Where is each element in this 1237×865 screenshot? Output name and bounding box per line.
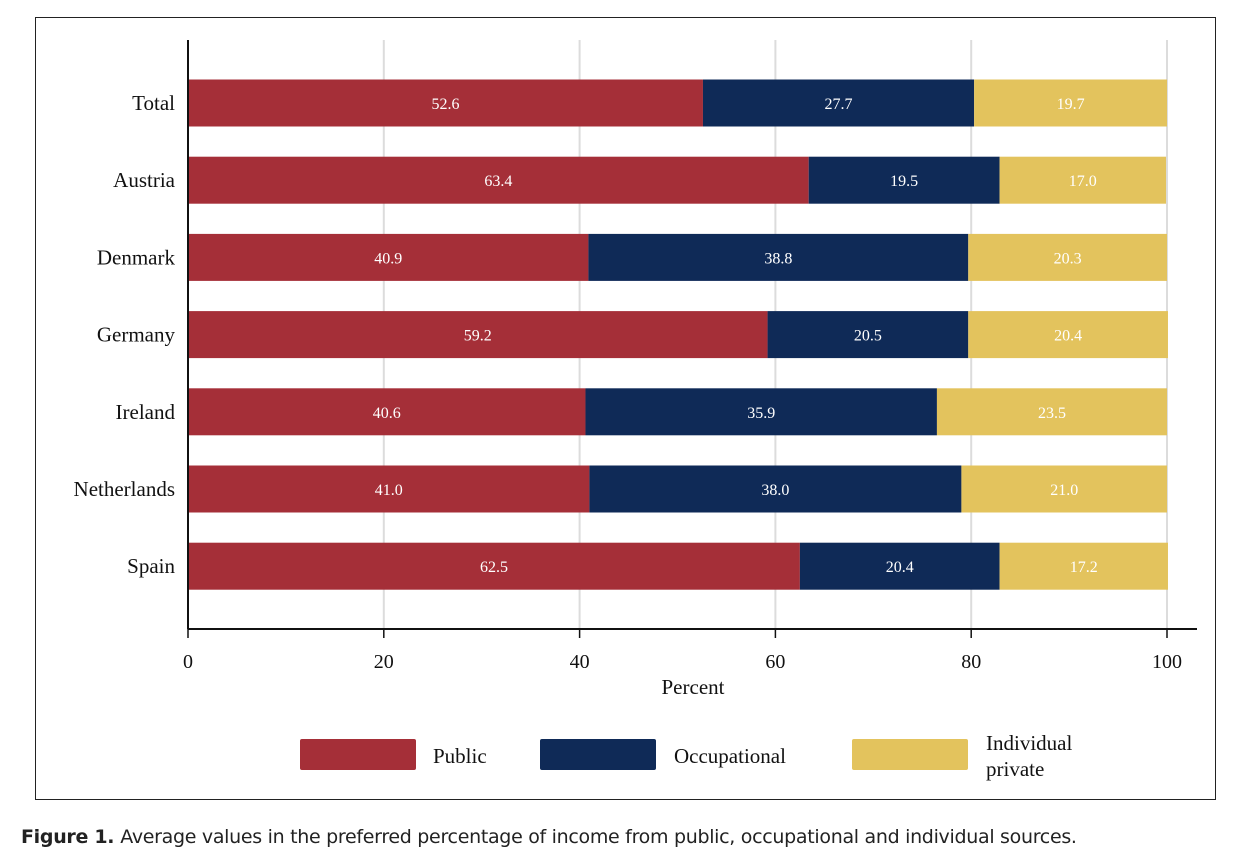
bar-segment-public: [188, 388, 586, 436]
legend-swatch-occupational: [540, 739, 656, 770]
bar-segment-public: [188, 465, 590, 513]
x-tick-label: 100: [1152, 651, 1182, 673]
bar-value-label: 41.0: [375, 482, 403, 499]
x-axis-label: Percent: [662, 675, 725, 699]
y-tick-labels: Total Austria Denmark Germany Ireland Netherl…: [74, 91, 176, 578]
y-tick-label: Netherlands: [74, 477, 175, 501]
y-tick-label: Austria: [113, 168, 176, 192]
bar-value-label: 59.2: [464, 328, 492, 345]
y-tick-label: Total: [132, 91, 175, 115]
bar-segment-occupational: [585, 388, 937, 436]
bar-value-label: 38.0: [761, 482, 789, 499]
legend-label: Individual: [986, 731, 1072, 755]
x-ticks: 0 20 40 60 80 100: [183, 629, 1182, 673]
bar-value-label: 20.4: [886, 559, 914, 576]
legend-label: Occupational: [674, 744, 786, 768]
bar-segment-occupational: [808, 156, 1000, 204]
legend-label: Public: [433, 744, 487, 768]
caption-label: Figure 1.: [21, 826, 115, 848]
legend-swatch-public: [300, 739, 416, 770]
bar-segment-public: [188, 233, 589, 281]
figure-caption: Figure 1. Average values in the preferred…: [21, 826, 1077, 848]
bar-value-label: 52.6: [431, 96, 459, 113]
y-tick-label: Denmark: [97, 245, 176, 269]
y-tick-label: Ireland: [116, 400, 176, 424]
x-tick-label: 20: [374, 651, 394, 673]
bar-value-label: 62.5: [480, 559, 508, 576]
bar-value-label: 20.3: [1054, 250, 1082, 267]
bar-segment-individual-private: [968, 311, 1168, 359]
bar-segment-occupational: [767, 311, 969, 359]
bar-value-label: 17.2: [1070, 559, 1098, 576]
bar-value-label: 20.5: [854, 328, 882, 345]
bar-value-label: 40.9: [374, 250, 402, 267]
bar-segment-public: [188, 156, 809, 204]
x-tick-label: 80: [961, 651, 981, 673]
caption-text: Average values in the preferred percenta…: [120, 826, 1077, 848]
bar-value-label: 40.6: [373, 405, 401, 422]
bar-segment-public: [188, 311, 768, 359]
bar-segment-occupational: [588, 233, 969, 281]
bar-value-label: 23.5: [1038, 405, 1066, 422]
legend-label: private: [986, 757, 1044, 781]
bar-segment-public: [188, 79, 703, 127]
bar-value-label: 21.0: [1050, 482, 1078, 499]
bar-value-label: 17.0: [1069, 173, 1097, 190]
bar-segment-individual-private: [936, 388, 1167, 436]
bar-segment-occupational: [589, 465, 962, 513]
legend-swatch-individual-private: [852, 739, 968, 770]
bar-segment-occupational: [799, 542, 1000, 590]
bar-value-label: 35.9: [747, 405, 775, 422]
bar-segment-individual-private: [999, 156, 1167, 204]
bar-value-label: 38.8: [764, 250, 792, 267]
y-tick-label: Spain: [127, 554, 175, 578]
bar-value-label: 63.4: [484, 173, 512, 190]
bar-segment-individual-private: [961, 465, 1167, 513]
bar-segment-public: [188, 542, 800, 590]
bars: [188, 79, 1168, 590]
bar-value-label: 19.5: [890, 173, 918, 190]
bar-value-label: 27.7: [825, 96, 853, 113]
x-tick-label: 60: [765, 651, 785, 673]
bar-value-label: 20.4: [1054, 328, 1082, 345]
bar-segment-individual-private: [974, 79, 1167, 127]
axes: [187, 40, 1197, 630]
bar-segment-individual-private: [968, 233, 1167, 281]
bar-value-labels: 52.6 27.7 19.7 63.4 19.5 17.0 40.9 38.8 20.3 59.2…: [373, 96, 1098, 576]
bar-value-label: 19.7: [1057, 96, 1085, 113]
bar-segment-occupational: [702, 79, 975, 127]
y-tick-label: Germany: [97, 323, 176, 347]
x-tick-label: 40: [570, 651, 590, 673]
bar-segment-individual-private: [999, 542, 1168, 590]
x-tick-label: 0: [183, 651, 193, 673]
